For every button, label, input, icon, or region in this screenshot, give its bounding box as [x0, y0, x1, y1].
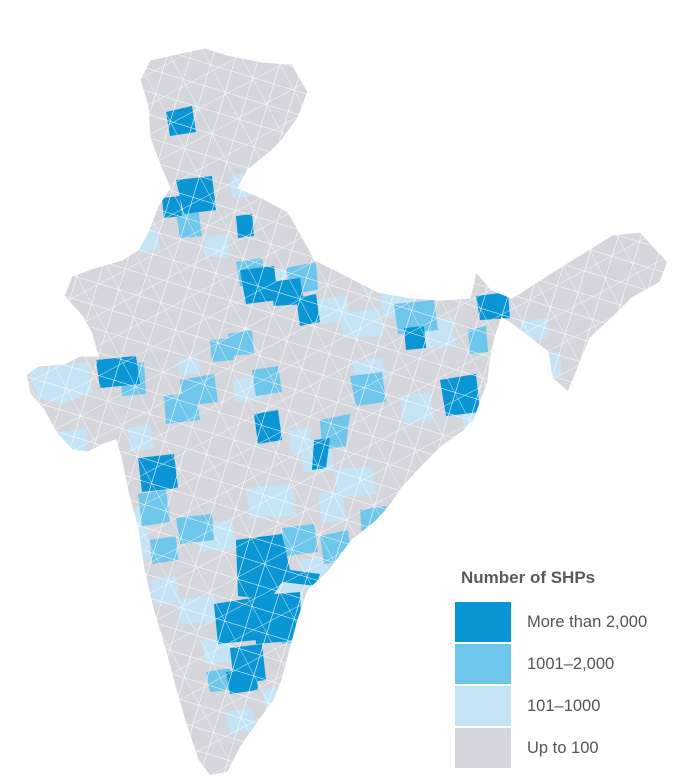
legend-item-base: Up to 100 — [455, 728, 685, 768]
legend-swatch-base — [455, 728, 511, 768]
legend-item-mid: 1001–2,000 — [455, 644, 685, 684]
legend-item-high: More than 2,000 — [455, 602, 685, 642]
india-outline — [25, 47, 669, 777]
legend-label-low: 101–1000 — [527, 696, 601, 715]
legend-item-low: 101–1000 — [455, 686, 685, 726]
legend-title: Number of SHPs — [461, 568, 596, 587]
legend-label-mid: 1001–2,000 — [527, 654, 615, 673]
legend-swatch-high — [455, 602, 511, 642]
legend-label-high: More than 2,000 — [527, 612, 648, 631]
legend-label-base: Up to 100 — [527, 738, 599, 757]
legend-swatch-mid — [455, 644, 511, 684]
legend-swatch-low — [455, 686, 511, 726]
map-legend: Number of SHPs More than 2,000 1001–2,00… — [455, 568, 685, 770]
